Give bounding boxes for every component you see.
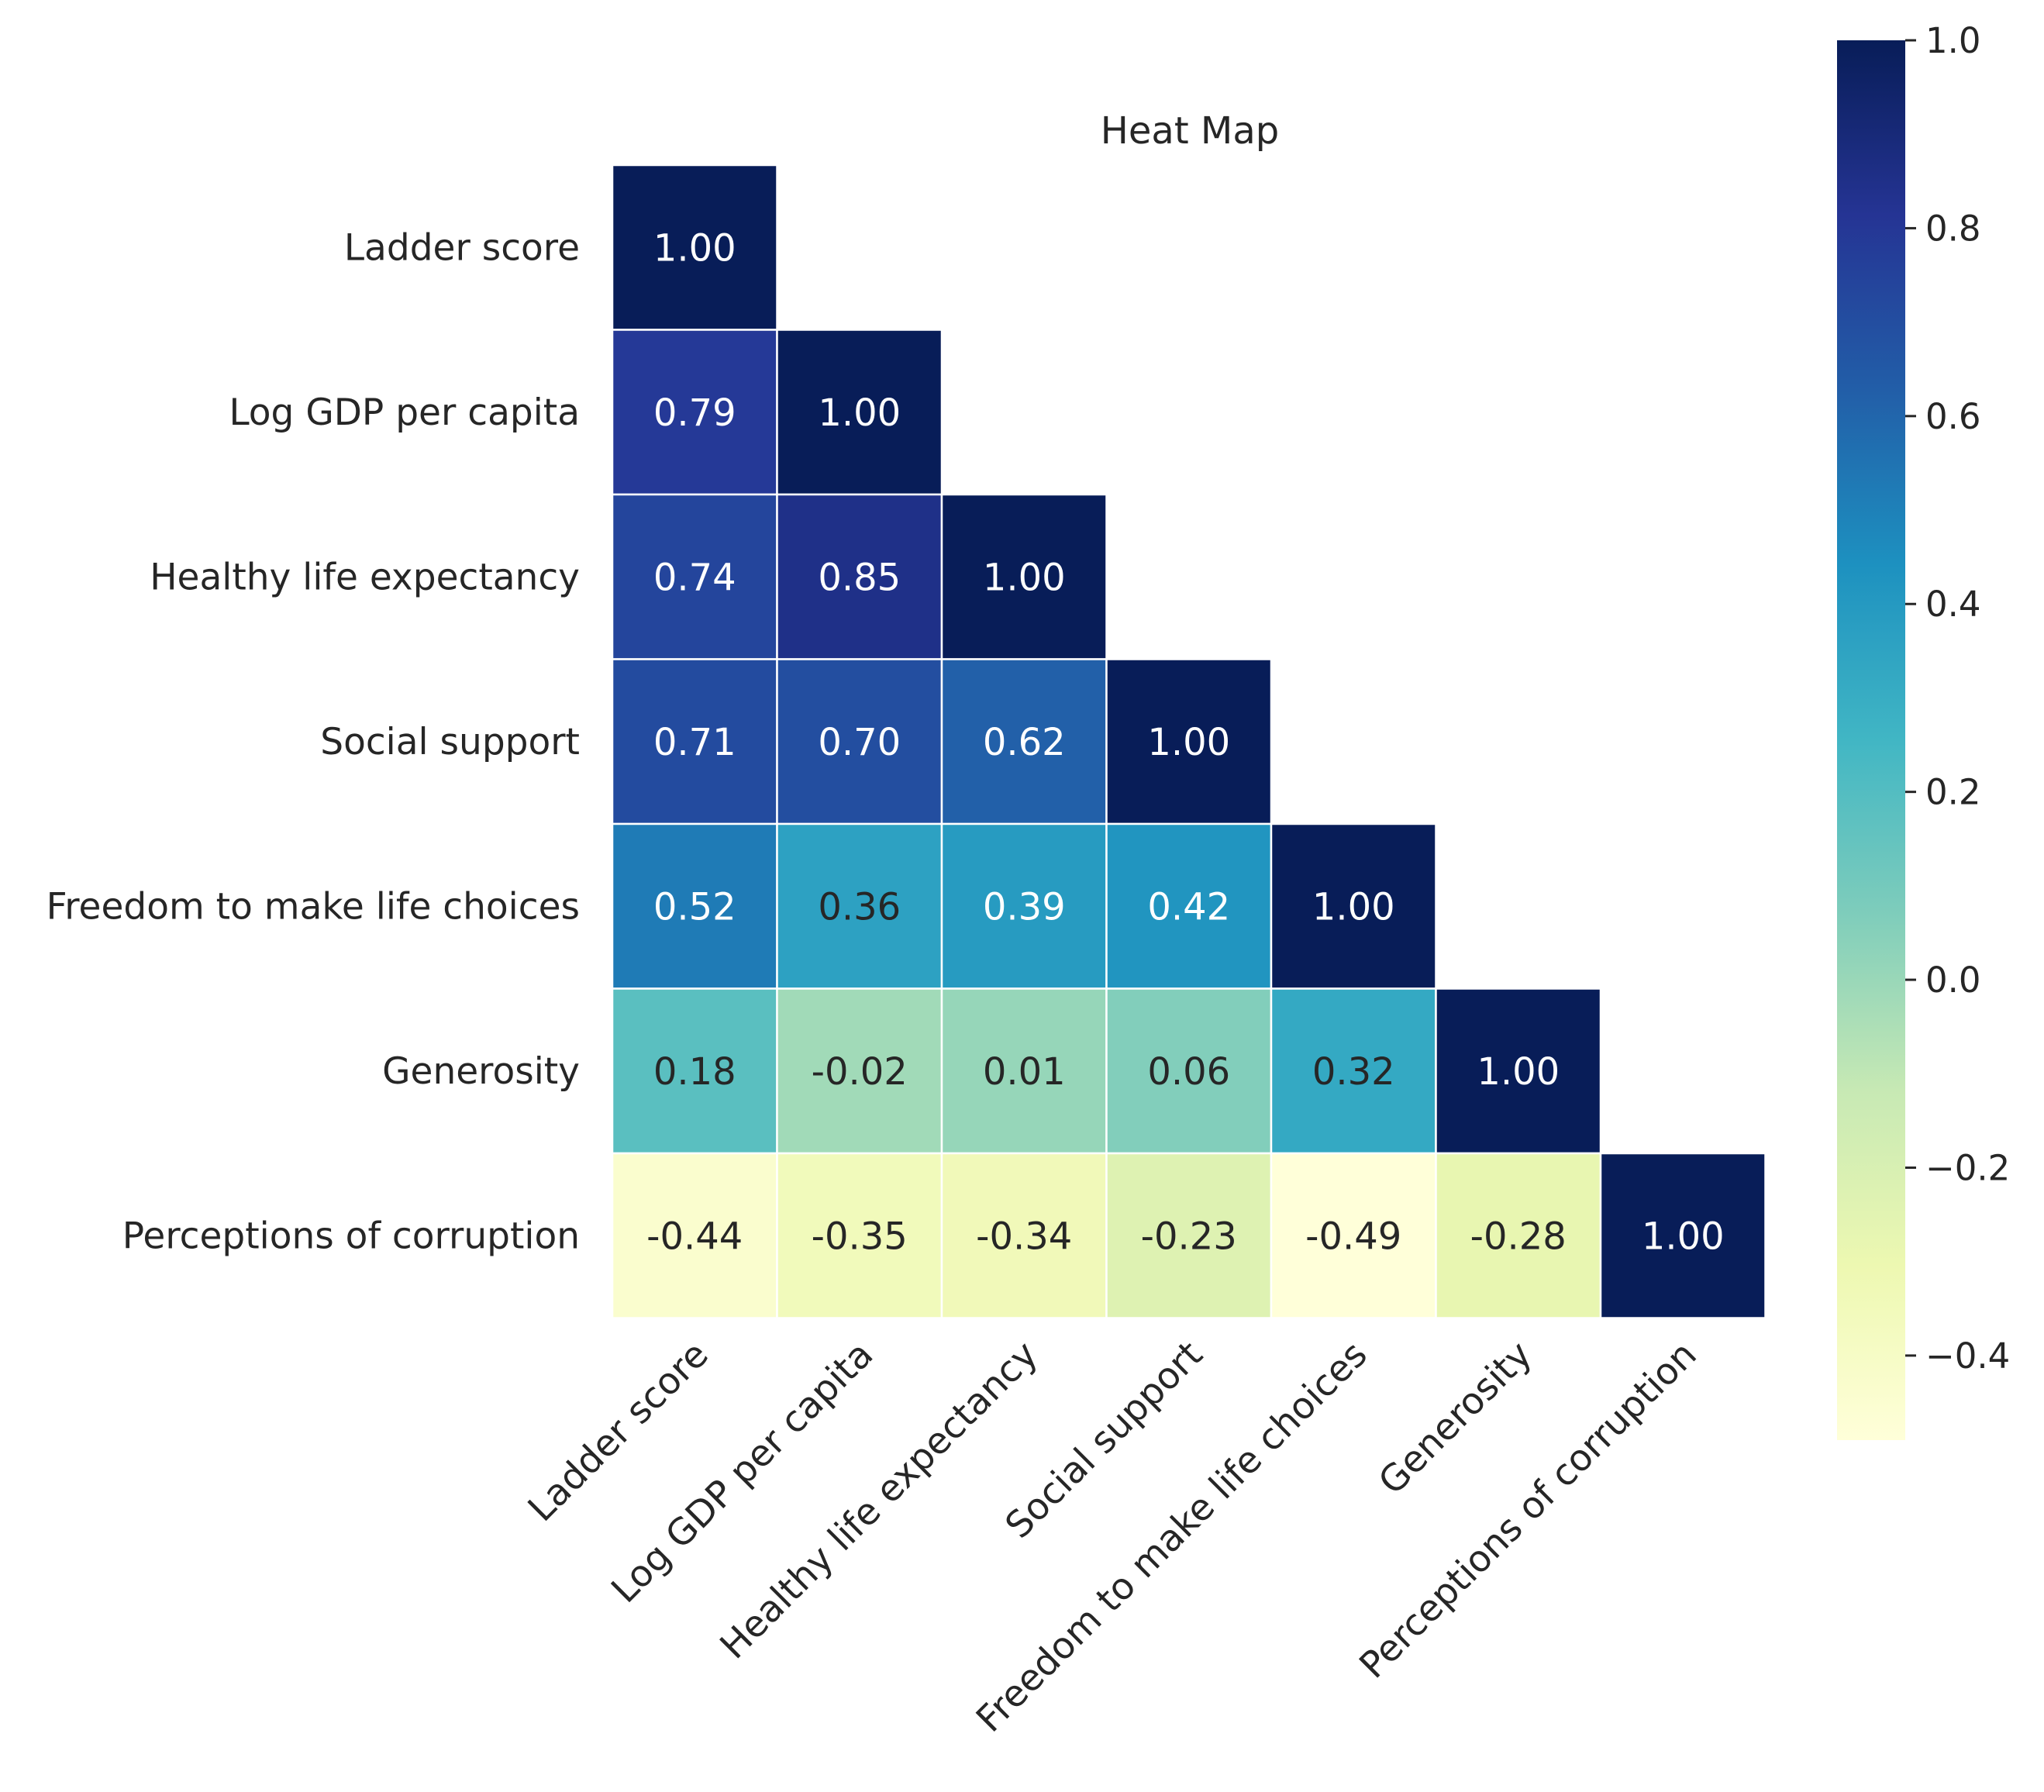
colorbar-tick-label: 0.4 (1925, 584, 1981, 625)
cell-value-label: 0.39 (983, 885, 1066, 929)
cell-value-label: 0.85 (818, 556, 901, 599)
heatmap-cell-generosity-healthy-life-expectancy (940, 987, 1108, 1155)
cell-value-label: 0.52 (653, 885, 736, 929)
y-tick-label-social-support: Social support (320, 721, 580, 763)
heatmap-cells: 1.00 0.79 1.00 0.74 0.85 1.00 0.71 0.70 0.62 1.00… (611, 164, 1767, 1319)
heatmap-cell-healthy-life-expectancy-healthy-life-expectancy (940, 493, 1108, 660)
y-tick-label-healthy-life-expectancy: Healthy life expectancy (150, 556, 580, 598)
cell-value-label: 0.74 (653, 556, 736, 599)
heatmap-cell-freedom-to-make-life-choices-freedom-to-make-life-choices (1270, 822, 1437, 990)
colorbar-tick-label: −0.4 (1925, 1335, 2010, 1377)
cell-value-label: 1.00 (1642, 1215, 1725, 1258)
heatmap-cell-healthy-life-expectancy-ladder-score (611, 493, 778, 660)
heatmap-cell-perceptions-of-corruption-log-gdp-per-capita (776, 1152, 943, 1319)
cell-value-label: 0.01 (983, 1050, 1066, 1094)
heatmap-cell-social-support-social-support (1105, 658, 1273, 825)
heatmap-cell-log-gdp-per-capita-ladder-score (611, 329, 778, 496)
colorbar-tick-label: 1.0 (1925, 20, 1981, 61)
cell-value-label: 1.00 (1147, 721, 1230, 764)
cell-value-label: -0.23 (1141, 1215, 1237, 1258)
colorbar-tick-label: 0.2 (1925, 772, 1981, 813)
colorbar-tick-label: 0.8 (1925, 208, 1981, 249)
cell-value-label: 1.00 (653, 226, 736, 270)
x-tick-label-healthy-life-expectancy: Healthy life expectancy (712, 1333, 1046, 1667)
heatmap-cell-log-gdp-per-capita-log-gdp-per-capita (776, 329, 943, 496)
cell-value-label: -0.44 (646, 1215, 743, 1258)
y-tick-label-perceptions-of-corruption: Perceptions of corruption (122, 1215, 580, 1257)
cell-value-label: 1.00 (1312, 885, 1395, 929)
cell-value-label: 1.00 (983, 556, 1066, 599)
y-axis-labels: Ladder score Log GDP per capita Healthy li… (47, 226, 580, 1257)
heatmap-cell-freedom-to-make-life-choices-healthy-life-expectancy (940, 822, 1108, 990)
cell-value-label: 0.18 (653, 1050, 736, 1094)
cell-value-label: 0.71 (653, 721, 736, 764)
cell-value-label: -0.35 (812, 1215, 908, 1258)
x-tick-label-generosity: Generosity (1370, 1333, 1540, 1503)
heatmap-cell-generosity-generosity (1435, 987, 1602, 1155)
cell-value-label: 0.70 (818, 721, 901, 764)
y-tick-label-ladder-score: Ladder score (344, 226, 580, 269)
cell-value-label: -0.49 (1305, 1215, 1401, 1258)
cell-value-label: 0.42 (1147, 885, 1230, 929)
heatmap-cell-healthy-life-expectancy-log-gdp-per-capita (776, 493, 943, 660)
heatmap-cell-generosity-ladder-score (611, 987, 778, 1155)
heatmap-cell-perceptions-of-corruption-generosity (1435, 1152, 1602, 1319)
heatmap-cell-generosity-social-support (1105, 987, 1273, 1155)
heatmap-cell-perceptions-of-corruption-ladder-score (611, 1152, 778, 1319)
cell-value-label: -0.34 (976, 1215, 1072, 1258)
cell-value-label: 1.00 (818, 391, 901, 435)
chart-title: Heat Map (1101, 109, 1279, 153)
cell-value-label: 0.36 (818, 885, 901, 929)
heatmap-cell-generosity-freedom-to-make-life-choices (1270, 987, 1437, 1155)
heatmap-cell-perceptions-of-corruption-perceptions-of-corruption (1599, 1152, 1767, 1319)
heatmap-cell-freedom-to-make-life-choices-log-gdp-per-capita (776, 822, 943, 990)
cell-value-label: 0.32 (1312, 1050, 1395, 1094)
cell-value-label: 0.62 (983, 721, 1066, 764)
heatmap-cell-freedom-to-make-life-choices-social-support (1105, 822, 1273, 990)
heatmap-cell-perceptions-of-corruption-social-support (1105, 1152, 1273, 1319)
colorbar: 1.0 0.8 0.6 0.4 0.2 0.0 −0.2 −0.4 (1837, 20, 2010, 1440)
y-tick-label-freedom-to-make-life-choices: Freedom to make life choices (47, 885, 580, 928)
heatmap-cell-social-support-log-gdp-per-capita (776, 658, 943, 825)
x-tick-label-perceptions-of-corruption: Perceptions of corruption (1351, 1333, 1704, 1687)
cell-value-label: -0.02 (812, 1050, 908, 1094)
cell-value-label: 0.06 (1147, 1050, 1230, 1094)
colorbar-gradient (1837, 40, 1905, 1440)
cell-value-label: 0.79 (653, 391, 736, 435)
y-tick-label-log-gdp-per-capita: Log GDP per capita (229, 391, 580, 434)
colorbar-tick-label: −0.2 (1925, 1147, 2010, 1188)
colorbar-tick-label: 0.0 (1925, 960, 1981, 1001)
heatmap-cell-ladder-score-ladder-score (611, 164, 778, 331)
cell-value-label: 1.00 (1477, 1050, 1560, 1094)
y-tick-label-generosity: Generosity (382, 1050, 580, 1093)
colorbar-tick-label: 0.6 (1925, 396, 1981, 437)
heatmap-cell-generosity-log-gdp-per-capita (776, 987, 943, 1155)
cell-value-label: -0.28 (1470, 1215, 1567, 1258)
